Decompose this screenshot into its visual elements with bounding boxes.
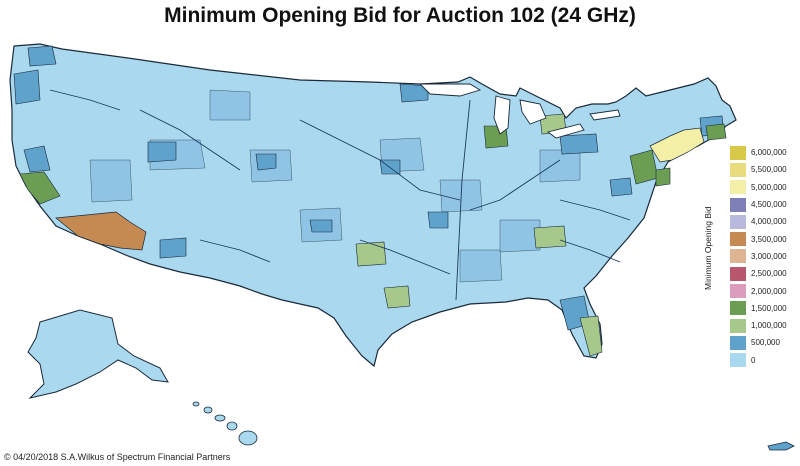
- legend-item: 3,500,000: [730, 230, 800, 247]
- alaska: [27, 309, 169, 399]
- legend: 6,000,000 5,500,000 5,000,000 4,500,000 4,00…: [730, 144, 800, 369]
- contiguous-us-region: [9, 43, 737, 368]
- legend-label: 5,500,000: [751, 165, 787, 175]
- legend-item: 0: [730, 352, 800, 369]
- legend-label: 5,000,000: [751, 182, 787, 192]
- legend-label: 500,000: [751, 338, 780, 348]
- bid-1m-areas: [355, 113, 603, 357]
- legend-item: 6,000,000: [730, 144, 800, 161]
- legend-swatch: [730, 232, 746, 247]
- legend-title: Minimum Opening Bid: [703, 206, 713, 290]
- legend-label: 1,500,000: [751, 303, 787, 313]
- legend-swatch: [730, 353, 746, 368]
- legend-label: 2,500,000: [751, 269, 787, 279]
- legend-item: 1,000,000: [730, 317, 800, 334]
- hawaii: [192, 401, 258, 446]
- legend-item: 5,500,000: [730, 161, 800, 178]
- legend-label: 4,500,000: [751, 200, 787, 210]
- puerto-rico: [767, 441, 795, 451]
- legend-swatch: [730, 318, 746, 333]
- legend-item: 3,000,000: [730, 248, 800, 265]
- legend-label: 1,000,000: [751, 321, 787, 331]
- legend-swatch: [730, 197, 746, 212]
- great-lakes: [418, 83, 621, 139]
- legend-swatch: [730, 162, 746, 177]
- legend-swatch: [730, 335, 746, 350]
- bid-3500k-area: [55, 211, 147, 251]
- legend-label: 3,000,000: [751, 251, 787, 261]
- legend-label: 6,000,000: [751, 148, 787, 158]
- legend-swatch: [730, 301, 746, 316]
- bid-5m-area: [649, 127, 705, 163]
- legend-swatch: [730, 249, 746, 264]
- legend-swatch: [730, 214, 746, 229]
- legend-swatch: [730, 284, 746, 299]
- legend-item: 5,000,000: [730, 179, 800, 196]
- legend-item: 4,000,000: [730, 213, 800, 230]
- legend-item: 2,500,000: [730, 265, 800, 282]
- legend-label: 3,500,000: [751, 234, 787, 244]
- legend-swatch: [730, 266, 746, 281]
- legend-item: 1,500,000: [730, 300, 800, 317]
- legend-swatch: [730, 145, 746, 160]
- legend-item: 2,000,000: [730, 282, 800, 299]
- map-title: Minimum Opening Bid for Auction 102 (24 …: [164, 4, 636, 27]
- legend-label: 2,000,000: [751, 286, 787, 296]
- legend-item: 4,500,000: [730, 196, 800, 213]
- legend-swatch: [730, 180, 746, 195]
- legend-item: 500,000: [730, 334, 800, 351]
- credit-text: © 04/20/2018 S.A.Wilkus of Spectrum Fina…: [4, 452, 231, 462]
- legend-label: 4,000,000: [751, 217, 787, 227]
- bid-1500k-areas: [19, 123, 727, 205]
- rivers: [49, 89, 631, 301]
- legend-label: 0: [751, 355, 756, 365]
